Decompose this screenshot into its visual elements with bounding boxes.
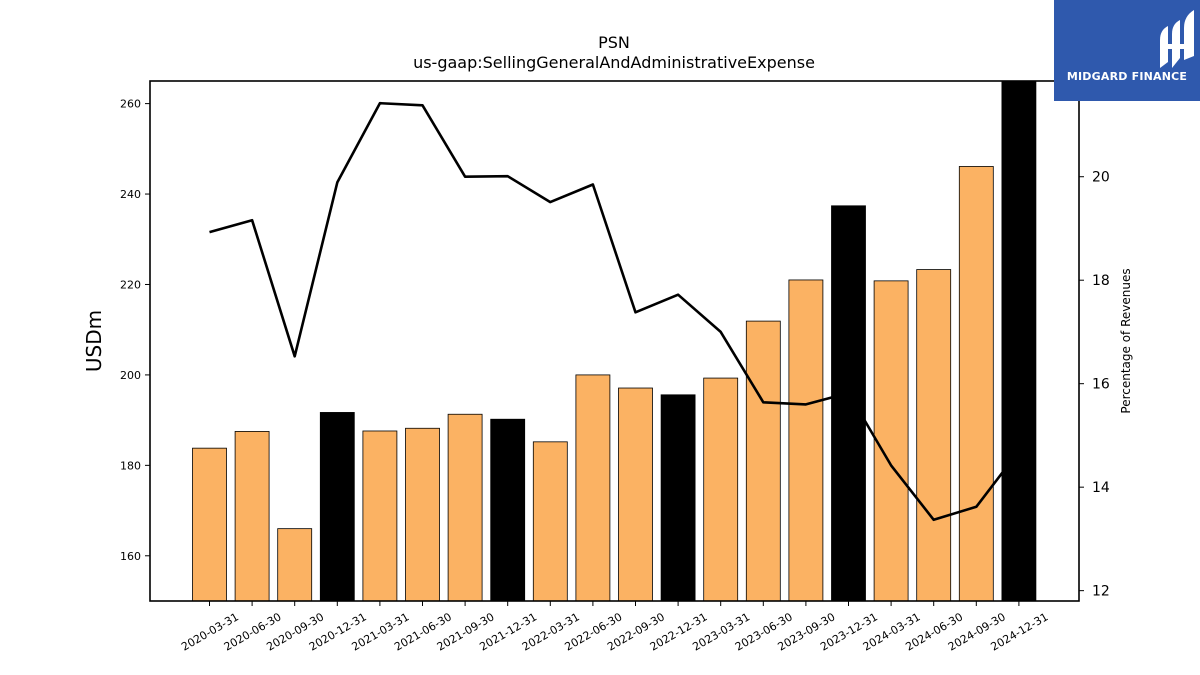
bar-2024-09-30: [958, 166, 994, 602]
y2-tick-label: 20: [1092, 170, 1110, 186]
y-tick-label: 180: [120, 459, 141, 472]
y2-axis-label: Percentage of Revenues: [1119, 268, 1133, 413]
bar-2021-03-31: [362, 430, 398, 602]
revenue-percentage-line-series: [209, 101, 1020, 522]
chart-title: PSN: [598, 33, 630, 52]
y-axis-label: USDm: [82, 310, 106, 372]
y-tick-label: 220: [120, 278, 141, 291]
bar-2020-03-31: [192, 447, 227, 602]
revenue-percentage-line: [209, 101, 1020, 522]
chart-subtitle: us-gaap:SellingGeneralAndAdministrativeE…: [413, 53, 815, 72]
bar-2020-12-31: [319, 412, 355, 602]
bar-2023-06-30: [745, 320, 781, 602]
bar-2024-06-30: [916, 269, 952, 602]
y2-tick-label: 18: [1092, 273, 1110, 289]
bar-2023-12-31: [831, 205, 866, 602]
logo-text: MIDGARD FINANCE: [1066, 70, 1188, 83]
bar-2021-12-31: [490, 418, 526, 602]
plot-frame: [149, 80, 1080, 602]
midgard-finance-logo: MIDGARD FINANCE: [1054, 0, 1200, 101]
bar-2021-06-30: [405, 427, 440, 602]
bar-series: [192, 80, 1037, 602]
bar-2022-03-31: [532, 441, 568, 602]
bar-2022-12-31: [660, 394, 696, 602]
bar-2022-09-30: [618, 387, 653, 602]
bar-2020-06-30: [234, 431, 270, 602]
bar-2022-06-30: [575, 374, 611, 602]
y2-tick-label: 14: [1092, 480, 1110, 496]
y2-tick-label: 16: [1092, 377, 1110, 393]
y-tick-label: 260: [120, 98, 141, 111]
bar-2024-12-31: [1001, 80, 1037, 602]
y-tick-label: 200: [120, 369, 141, 382]
y-tick-label: 240: [120, 188, 141, 201]
bar-2020-09-30: [277, 528, 313, 602]
bar-2023-09-30: [788, 279, 824, 602]
y-tick-label: 160: [120, 550, 141, 563]
bar-2023-03-31: [703, 377, 739, 602]
y2-tick-label: 12: [1092, 584, 1110, 600]
bar-2021-09-30: [447, 413, 483, 602]
logo-mark-icon: [1160, 10, 1194, 68]
bar-2024-03-31: [873, 280, 909, 602]
